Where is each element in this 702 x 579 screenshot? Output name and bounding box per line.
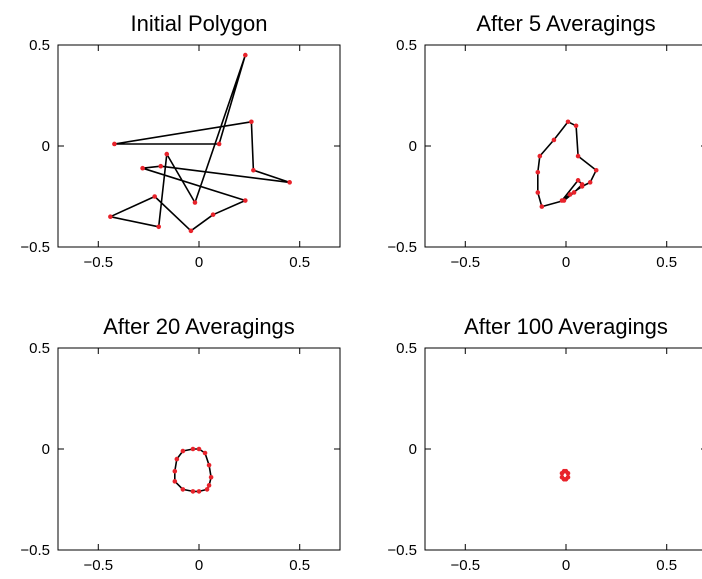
x-tick-label: −0.5 <box>450 557 480 574</box>
y-tick-label: −0.5 <box>20 239 50 256</box>
vertex-point <box>287 180 292 185</box>
x-tick-label: −0.5 <box>83 557 113 574</box>
vertex-point <box>140 165 145 171</box>
axes-box <box>57 44 341 248</box>
y-tick-label: −0.5 <box>20 542 50 559</box>
vertex-point <box>249 119 254 125</box>
vertex-point <box>112 141 117 147</box>
x-tick-label: 0 <box>195 254 203 271</box>
x-tick-label: −0.5 <box>83 254 113 271</box>
vertex-point <box>551 137 557 143</box>
vertex-point <box>565 119 571 125</box>
vertex-point <box>190 489 196 494</box>
vertex-point <box>172 468 178 474</box>
y-tick-label: 0 <box>42 138 50 155</box>
x-tick-label: −0.5 <box>450 254 480 271</box>
vertex-point <box>537 153 543 159</box>
y-tick-label: 0.5 <box>396 340 417 357</box>
polygon-line <box>536 121 598 208</box>
y-tick-label: 0.5 <box>29 37 50 54</box>
polygon-line <box>109 54 291 232</box>
vertex-point <box>196 489 202 494</box>
vertex-point <box>571 190 577 195</box>
vertex-point <box>535 169 541 175</box>
vertex-point <box>180 448 186 454</box>
chart-panel-after-20-averagings: After 20 Averagings −0.5 0 0.5 −0.5 0 0.5 <box>20 314 341 574</box>
vertex-point <box>251 167 256 173</box>
x-tick-label: 0.5 <box>656 254 677 271</box>
vertex-point <box>579 182 585 187</box>
chart-title: After 20 Averagings <box>103 314 295 339</box>
vertex-point <box>539 204 545 209</box>
y-tick-label: 0.5 <box>29 340 50 357</box>
vertex-point <box>216 141 222 147</box>
vertex-point <box>567 192 573 197</box>
vertex-point <box>108 214 113 219</box>
vertex-point <box>243 198 248 203</box>
vertex-point <box>575 153 581 159</box>
x-tick-label: 0 <box>195 557 203 574</box>
vertex-point <box>156 224 162 230</box>
polygon-line <box>174 448 212 493</box>
vertex-point <box>573 123 579 129</box>
vertex-point <box>164 151 170 157</box>
chart-title: Initial Polygon <box>131 11 268 36</box>
vertex-point <box>559 474 565 480</box>
chart-panel-after-5-averagings: After 5 Averagings −0.5 0 0.5 −0.5 0 0.5 <box>387 11 702 271</box>
vertex-point <box>172 479 178 484</box>
y-tick-label: 0.5 <box>396 37 417 54</box>
axes-box <box>424 347 702 551</box>
vertex-point <box>561 198 567 203</box>
vertex-point <box>206 483 212 488</box>
chart-title: After 5 Averagings <box>476 11 655 36</box>
vertex-point <box>208 474 214 480</box>
vertex-point <box>180 487 186 492</box>
x-tick-label: 0.5 <box>289 254 310 271</box>
x-tick-label: 0 <box>562 557 570 574</box>
y-tick-label: −0.5 <box>387 239 417 256</box>
x-tick-label: 0.5 <box>656 557 677 574</box>
vertex-point <box>192 200 198 205</box>
y-tick-label: 0 <box>409 138 417 155</box>
chart-panel-initial-polygon: Initial Polygon −0.5 0 0.5 −0.5 0 0.5 <box>20 11 341 271</box>
y-tick-label: 0 <box>42 441 50 458</box>
vertex-point <box>559 470 565 476</box>
y-tick-label: 0 <box>409 441 417 458</box>
axes-box <box>424 44 702 248</box>
x-tick-label: 0 <box>562 254 570 271</box>
vertex-point <box>575 178 581 183</box>
vertex-point <box>587 180 593 185</box>
vertex-point <box>152 194 157 199</box>
vertex-point <box>158 163 164 169</box>
vertex-point <box>190 446 196 452</box>
vertex-point <box>202 450 208 456</box>
vertex-point <box>188 228 194 234</box>
vertex-point <box>196 446 202 452</box>
vertex-point <box>535 190 541 195</box>
vertex-point <box>174 456 180 462</box>
chart-panel-after-100-averagings: After 100 Averagings −0.5 0 0.5 −0.5 0 0.5 <box>387 314 702 574</box>
vertex-point <box>565 470 571 476</box>
vertex-point <box>210 212 216 217</box>
y-tick-label: −0.5 <box>387 542 417 559</box>
vertex-point <box>204 487 210 492</box>
vertex-point <box>206 462 212 468</box>
x-tick-label: 0.5 <box>289 557 310 574</box>
vertex-point <box>243 52 248 58</box>
vertex-point <box>593 167 599 173</box>
chart-title: After 100 Averagings <box>464 314 668 339</box>
